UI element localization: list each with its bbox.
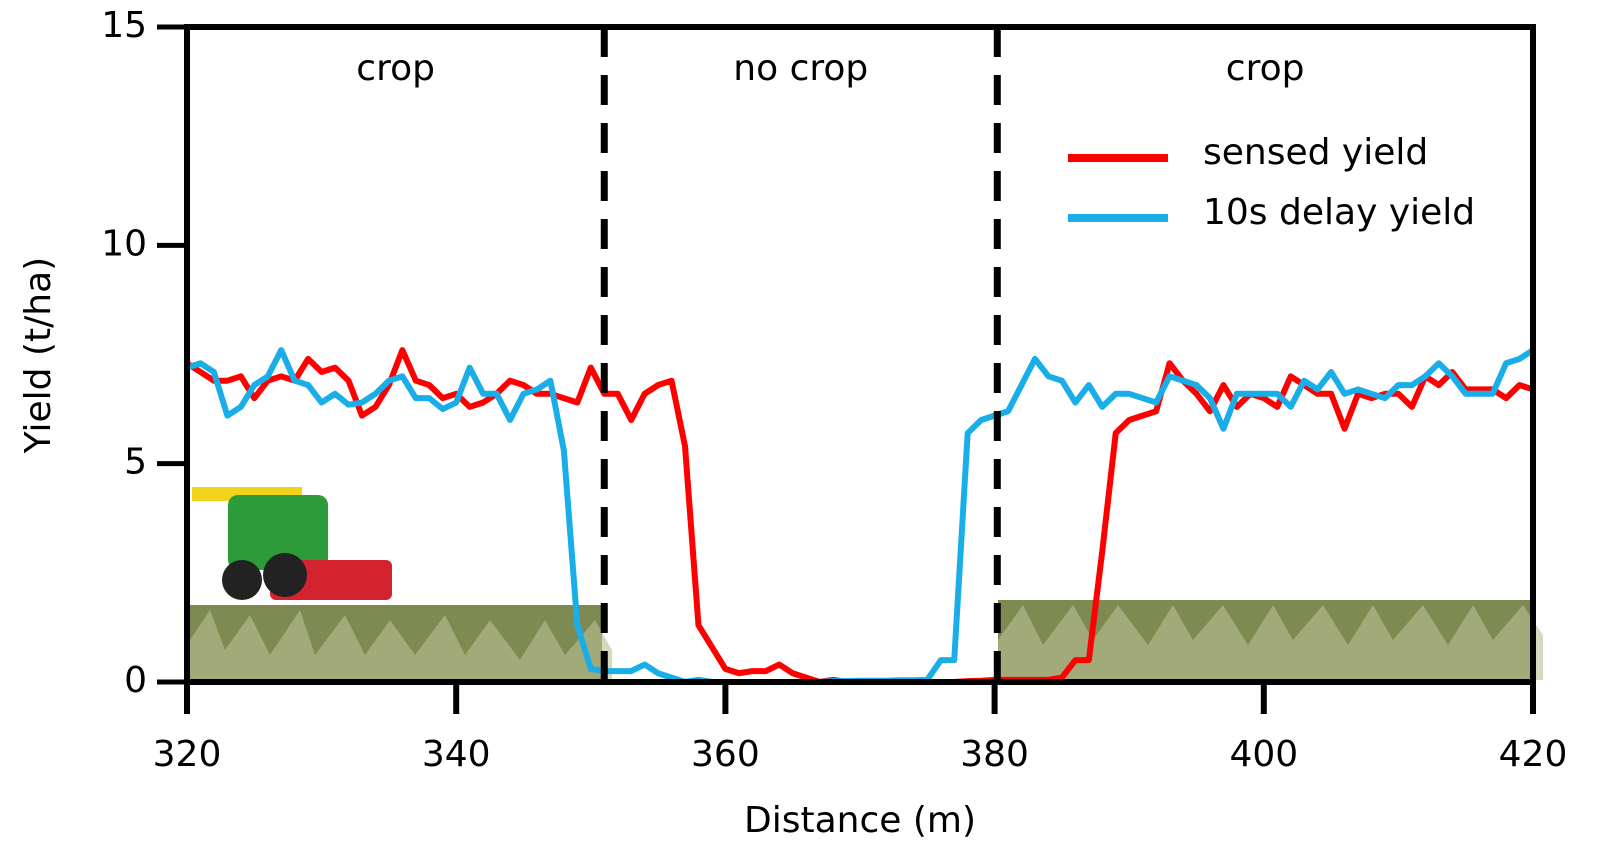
x-tick-label: 400: [1229, 734, 1298, 775]
y-axis-label: Yield (t/ha): [18, 257, 59, 454]
plot-frame: [184, 24, 1536, 685]
harvester-wheel: [222, 560, 262, 600]
x-axis-label: Distance (m): [744, 800, 976, 841]
x-tick-label: 380: [960, 734, 1029, 775]
region-label: crop: [356, 48, 435, 89]
y-tick-label: 15: [101, 5, 147, 46]
x-tick-label: 340: [422, 734, 491, 775]
illustration: [190, 487, 1543, 680]
region-label: crop: [1226, 48, 1305, 89]
x-tick-label: 360: [691, 734, 760, 775]
y-tick-label: 5: [124, 442, 147, 483]
crop-texture: [190, 610, 612, 680]
crop-texture: [998, 605, 1543, 680]
y-tick-label: 10: [101, 223, 147, 264]
y-tick-label: 0: [124, 660, 147, 701]
region-label: no crop: [733, 48, 868, 89]
legend-label: 10s delay yield: [1203, 192, 1475, 233]
x-tick-label: 320: [153, 734, 222, 775]
legend-label: sensed yield: [1203, 132, 1428, 173]
x-tick-label: 420: [1499, 734, 1568, 775]
harvester-body: [228, 495, 328, 570]
harvester-wheel: [263, 553, 307, 597]
